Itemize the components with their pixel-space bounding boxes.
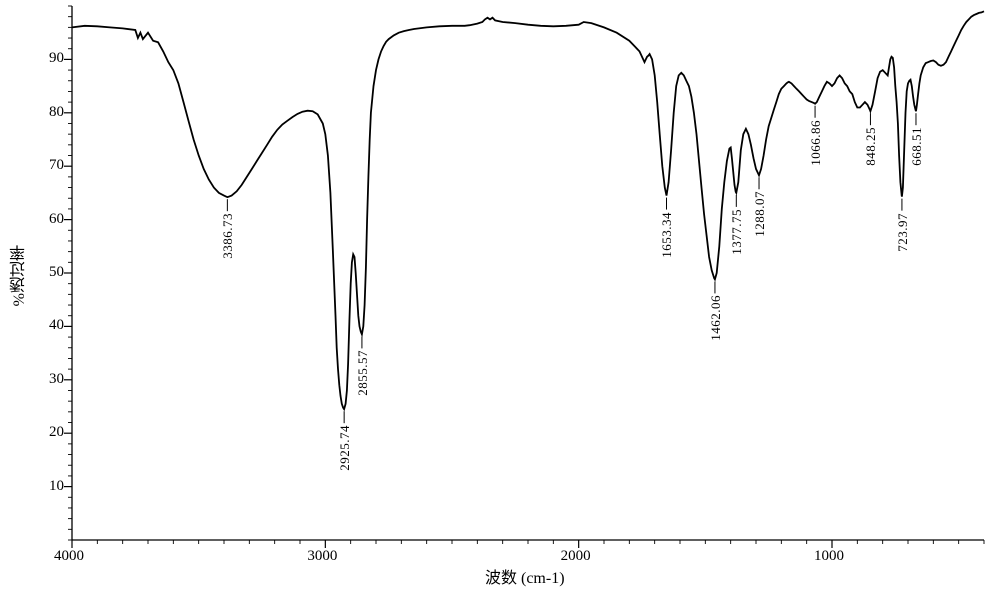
y-tick-label: 50 [34, 264, 64, 281]
y-tick-label: 30 [34, 371, 64, 388]
spectrum-line [72, 11, 984, 409]
x-tick-label: 2000 [561, 548, 591, 565]
peak-label: 1066.86 [808, 120, 824, 166]
y-tick-label: 10 [34, 478, 64, 495]
x-axis-label: 波数 (cm-1) [485, 564, 565, 588]
peak-label: 3386.73 [220, 213, 236, 259]
ir-spectrum-chart [0, 0, 1000, 592]
peak-label: 723.97 [895, 213, 911, 252]
peak-label: 1377.75 [729, 209, 745, 255]
x-tick-label: 4000 [54, 548, 84, 565]
y-tick-label: 60 [34, 211, 64, 228]
y-tick-label: 80 [34, 104, 64, 121]
x-tick-label: 1000 [814, 548, 844, 565]
page-root: { "chart": { "type": "line", "title": ""… [0, 0, 1000, 592]
peak-label: 668.51 [909, 127, 925, 166]
peak-label: 1462.06 [708, 295, 724, 341]
y-tick-label: 40 [34, 317, 64, 334]
y-tick-label: 20 [34, 424, 64, 441]
peak-label: 848.25 [863, 127, 879, 166]
peak-label: 2925.74 [337, 425, 353, 471]
y-tick-label: 90 [34, 50, 64, 67]
x-tick-label: 3000 [307, 548, 337, 565]
y-tick-label: 70 [34, 157, 64, 174]
y-axis-label: %透过率 [8, 245, 32, 306]
peak-label: 1288.07 [752, 191, 768, 237]
peak-label: 1653.34 [659, 212, 675, 258]
peak-label: 2855.57 [355, 350, 371, 396]
